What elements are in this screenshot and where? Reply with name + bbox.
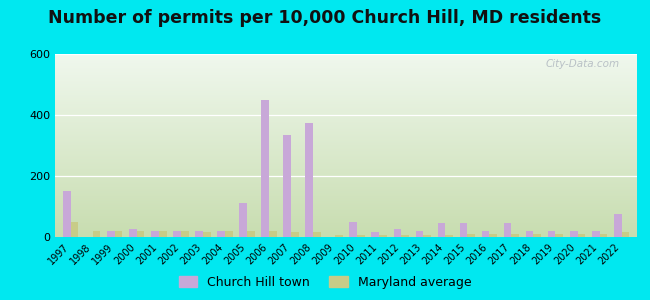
Bar: [181, 231, 188, 237]
Bar: [357, 236, 365, 237]
Bar: [482, 231, 489, 237]
Bar: [512, 234, 519, 237]
Bar: [534, 234, 541, 237]
Bar: [203, 232, 211, 237]
Bar: [401, 236, 409, 237]
Bar: [570, 231, 577, 237]
Bar: [107, 231, 115, 237]
Bar: [556, 234, 563, 237]
Bar: [614, 214, 621, 237]
Bar: [371, 232, 379, 237]
Bar: [599, 234, 607, 237]
Bar: [415, 231, 423, 237]
Bar: [335, 236, 343, 237]
Bar: [195, 231, 203, 237]
Bar: [71, 222, 79, 237]
Bar: [350, 222, 357, 237]
Bar: [393, 230, 401, 237]
Bar: [269, 231, 277, 237]
Bar: [136, 231, 144, 237]
Bar: [445, 236, 453, 237]
Bar: [173, 231, 181, 237]
Bar: [467, 234, 475, 237]
Bar: [129, 230, 136, 237]
Bar: [460, 223, 467, 237]
Text: City-Data.com: City-Data.com: [545, 59, 619, 70]
Bar: [313, 232, 321, 237]
Bar: [489, 234, 497, 237]
Bar: [63, 191, 71, 237]
Bar: [423, 236, 431, 237]
Bar: [526, 231, 534, 237]
Bar: [151, 231, 159, 237]
Bar: [291, 232, 299, 237]
Bar: [379, 236, 387, 237]
Bar: [504, 223, 512, 237]
Bar: [577, 234, 585, 237]
Bar: [159, 231, 166, 237]
Bar: [239, 203, 247, 237]
Bar: [247, 231, 255, 237]
Text: Number of permits per 10,000 Church Hill, MD residents: Number of permits per 10,000 Church Hill…: [48, 9, 602, 27]
Bar: [283, 135, 291, 237]
Bar: [548, 231, 556, 237]
Bar: [306, 123, 313, 237]
Bar: [437, 223, 445, 237]
Bar: [93, 231, 100, 237]
Bar: [115, 231, 122, 237]
Bar: [261, 100, 269, 237]
Bar: [592, 231, 599, 237]
Bar: [621, 232, 629, 237]
Bar: [217, 231, 225, 237]
Legend: Church Hill town, Maryland average: Church Hill town, Maryland average: [174, 271, 476, 294]
Bar: [225, 231, 233, 237]
